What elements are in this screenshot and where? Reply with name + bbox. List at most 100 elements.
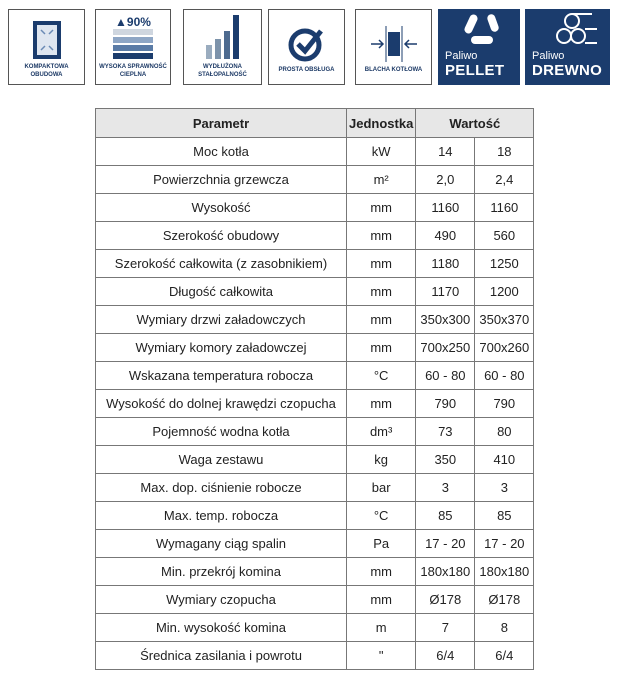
table-row: Powierzchnia grzewcza m² 2,0 2,4 [95,165,535,194]
param-cell: Min. wysokość komina [95,613,347,642]
checkmark-icon [288,28,323,62]
value-18kw-cell: 2,4 [474,165,535,194]
value-14kw-cell: 7 [415,613,476,642]
bar-chart-icon [205,15,239,59]
unit-cell: mm [345,333,417,362]
value-18kw-cell: 80 [474,417,535,446]
table-row: Max. dop. ciśnienie robocze bar 3 3 [95,473,535,502]
value-18kw-cell: 560 [474,221,535,250]
value-18kw-cell: 85 [474,501,535,530]
value-18kw-cell: 180x180 [474,557,535,586]
table-row: Min. przekrój komina mm 180x180 180x180 [95,557,535,586]
param-cell: Średnica zasilania i powrotu [95,641,347,670]
value-14kw-cell: 350x300 [415,305,476,334]
table-row: Szerokość całkowita (z zasobnikiem) mm 118… [95,249,535,278]
value-18kw-cell: 3 [474,473,535,502]
table-row: Wymiary drzwi załadowczych mm 350x300 350x3… [95,305,535,334]
caption-line: WYSOKA SPRAWNOŚĆ [99,64,167,70]
value-14kw-cell: 6/4 [415,641,476,670]
header-jednostka: Jednostka [345,108,417,138]
efficiency-badge: ▲90% [115,15,151,29]
value-14kw-cell: 350 [415,445,476,474]
caption: WYSOKA SPRAWNOŚĆ CIEPLNA [99,63,167,79]
value-14kw-cell: 1160 [415,193,476,222]
specs-table: Parametr Jednostka Wartość Moc kotła kW 14… [95,108,535,670]
table-row: Szerokość obudowy mm 490 560 [95,221,535,250]
value-18kw-cell: 18 [474,137,535,166]
unit-cell: dm³ [345,417,417,446]
value-18kw-cell: 1200 [474,277,535,306]
value-18kw-cell: 8 [474,613,535,642]
param-cell: Wymiary czopucha [95,585,347,614]
table-row: Pojemność wodna kotła dm³ 73 80 [95,417,535,446]
fuel-type: PELLET [445,62,505,79]
value-18kw-cell: 790 [474,389,535,418]
caption-line: OBUDOWA [30,72,63,78]
param-cell: Szerokość obudowy [95,221,347,250]
param-cell: Wymiary drzwi załadowczych [95,305,347,334]
value-14kw-cell: 85 [415,501,476,530]
unit-cell: kW [345,137,417,166]
unit-cell: m [345,613,417,642]
value-14kw-cell: 60 - 80 [415,361,476,390]
value-14kw-cell: 14 [415,137,476,166]
param-cell: Min. przekrój komina [95,557,347,586]
param-cell: Powierzchnia grzewcza [95,165,347,194]
header-wartosc: Wartość [415,108,535,138]
param-cell: Moc kotła [95,137,347,166]
efficiency-icon [113,29,153,59]
param-cell: Max. temp. robocza [95,501,347,530]
value-18kw-cell: 700x260 [474,333,535,362]
param-cell: Wskazana temperatura robocza [95,361,347,390]
unit-cell: mm [345,557,417,586]
table-row: Wysokość do dolnej krawędzi czopucha mm 79… [95,389,535,418]
unit-cell: Pa [345,529,417,558]
value-18kw-cell: 17 - 20 [474,529,535,558]
param-cell: Waga zestawu [95,445,347,474]
caption: BLACHA KOTŁOWA [364,67,423,73]
unit-cell: mm [345,389,417,418]
value-14kw-cell: Ø178 [415,585,476,614]
feature-long-burn: WYDŁUŻONA STAŁOPALNOŚĆ [183,9,262,85]
unit-cell: mm [345,585,417,614]
caption: PROSTA OBSŁUGA [278,67,335,73]
feature-boiler-plate: BLACHA KOTŁOWA [355,9,432,85]
compact-housing-icon [32,21,61,59]
value-18kw-cell: Ø178 [474,585,535,614]
value-14kw-cell: 180x180 [415,557,476,586]
table-row: Waga zestawu kg 350 410 [95,445,535,474]
value-18kw-cell: 1250 [474,249,535,278]
caption-line: KOMPAKTOWA [24,64,69,70]
caption: KOMPAKTOWA OBUDOWA [24,63,68,79]
value-18kw-cell: 410 [474,445,535,474]
unit-cell: °C [345,361,417,390]
param-cell: Max. dop. ciśnienie robocze [95,473,347,502]
fuel-type: DREWNO [532,62,603,79]
feature-compact-housing: KOMPAKTOWA OBUDOWA [8,9,85,85]
table-row: Długość całkowita mm 1170 1200 [95,277,535,306]
table-row: Wymiary komory załadowczej mm 700x250 700x2… [95,333,535,362]
table-row: Wysokość mm 1160 1160 [95,193,535,222]
unit-cell: bar [345,473,417,502]
pellet-icon [464,14,499,44]
unit-cell: kg [345,445,417,474]
unit-cell: mm [345,221,417,250]
boiler-plate-icon [370,26,417,62]
value-14kw-cell: 17 - 20 [415,529,476,558]
value-14kw-cell: 73 [415,417,476,446]
caption-line: CIEPLNA [119,72,147,78]
table-row: Wskazana temperatura robocza °C 60 - 80 60 … [95,361,535,390]
param-cell: Wysokość do dolnej krawędzi czopucha [95,389,347,418]
value-14kw-cell: 790 [415,389,476,418]
param-cell: Wymiary komory załadowczej [95,333,347,362]
value-14kw-cell: 1170 [415,277,476,306]
fuel-label: Paliwo [445,50,478,62]
value-14kw-cell: 3 [415,473,476,502]
table-row: Max. temp. robocza °C 85 85 [95,501,535,530]
table-row: Moc kotła kW 14 18 [95,137,535,166]
unit-cell: mm [345,277,417,306]
caption-line: WYDŁUŻONA [203,64,242,70]
value-14kw-cell: 490 [415,221,476,250]
value-18kw-cell: 1160 [474,193,535,222]
unit-cell: °C [345,501,417,530]
